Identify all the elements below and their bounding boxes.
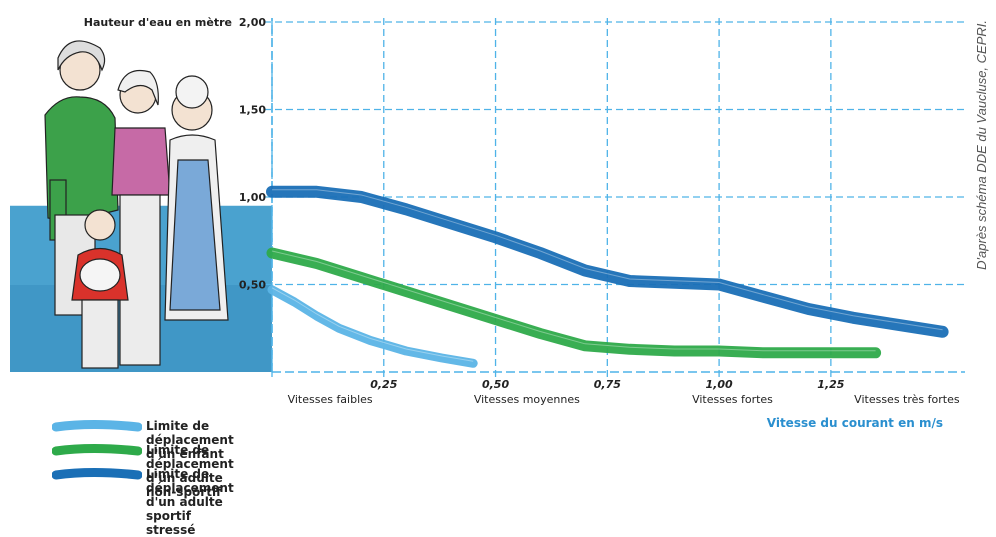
- y-tick-label: 0,50: [239, 279, 266, 292]
- grandmother-figure: [165, 76, 228, 320]
- legend-swatch-child: [52, 416, 142, 438]
- legend-swatch-athlete: [52, 464, 142, 486]
- legend-swatch-stroke: [56, 425, 138, 428]
- y-tick-label: 1,50: [239, 104, 266, 117]
- x-tick-label: 1,25: [817, 378, 844, 391]
- y-tick-label: 2,00: [239, 16, 266, 29]
- speed-zone-label: Vitesses fortes: [692, 393, 773, 406]
- legend-label-athlete: Limite de déplacement d'un adulte sporti…: [146, 467, 234, 537]
- x-tick-label: 0,50: [482, 378, 509, 391]
- family-illustration: [10, 41, 272, 372]
- y-axis-label: Hauteur d'eau en mètre: [84, 16, 232, 29]
- y-tick-label: 1,00: [239, 191, 266, 204]
- legend-swatch-adult: [52, 440, 142, 462]
- x-axis-label: Vitesse du courant en m/s: [767, 416, 943, 430]
- source-credit: D'après schéma DDE du Vaucluse, CEPRI.: [974, 20, 990, 380]
- x-tick-label: 1,00: [706, 378, 733, 391]
- speed-zone-label: Vitesses faibles: [288, 393, 373, 406]
- x-tick-label: 0,25: [370, 378, 397, 391]
- legend-swatch-stroke: [56, 473, 138, 476]
- speed-zone-label: Vitesses moyennes: [474, 393, 580, 406]
- speed-zone-label: Vitesses très fortes: [854, 393, 960, 406]
- legend-swatch-stroke: [56, 449, 138, 452]
- x-tick-label: 0,75: [594, 378, 621, 391]
